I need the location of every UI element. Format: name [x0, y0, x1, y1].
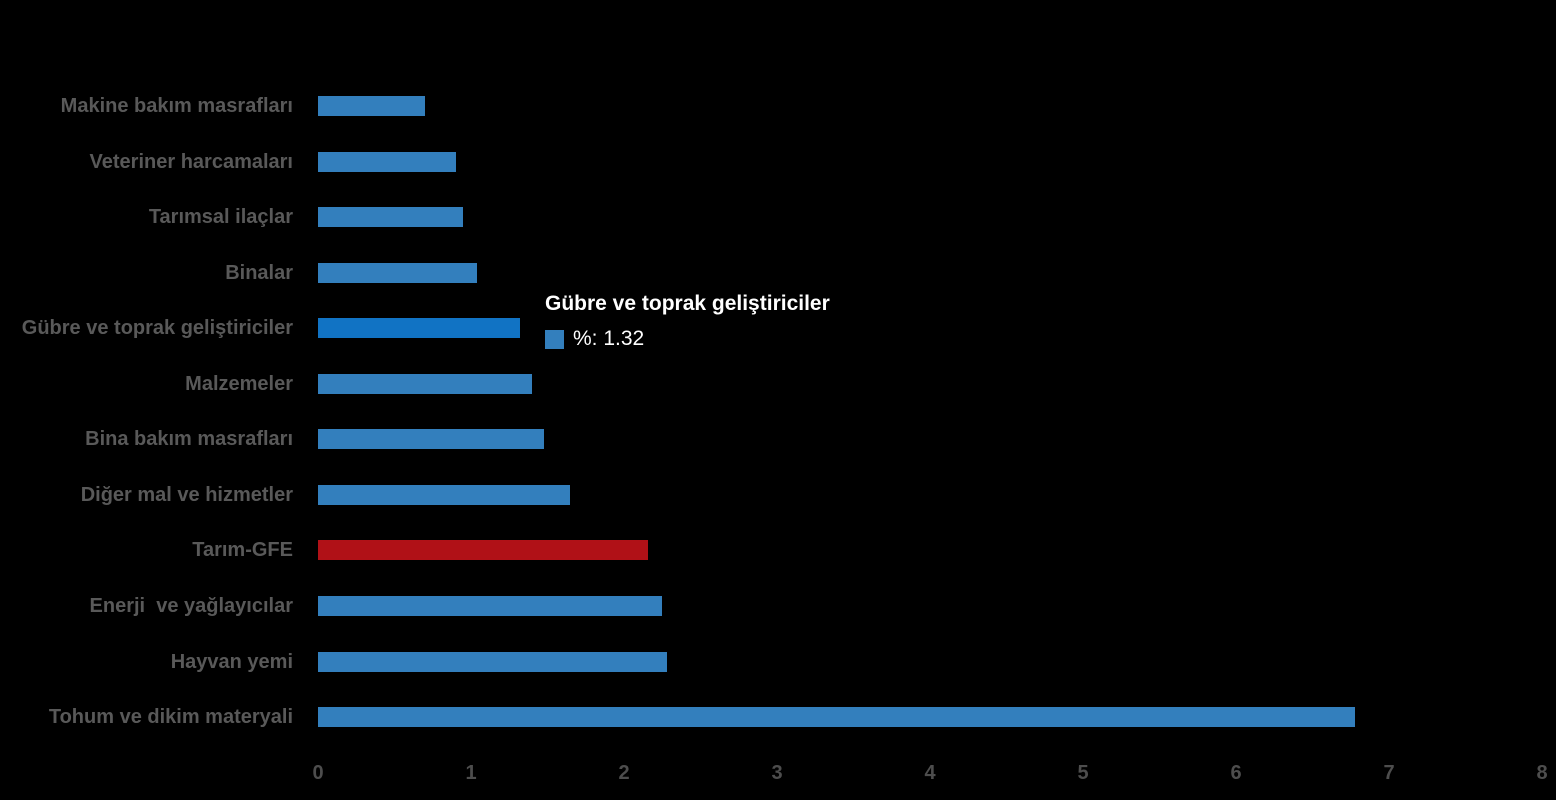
category-label: Tohum ve dikim materyali [48, 706, 293, 728]
category-label: Bina bakım masrafları [85, 428, 293, 450]
bar[interactable] [318, 96, 425, 116]
tooltip-series-marker-icon [545, 329, 564, 349]
x-tick-label: 8 [1536, 762, 1548, 784]
category-label: Tarım-GFE [192, 539, 293, 561]
x-tick-label: 0 [312, 762, 324, 784]
bar[interactable] [318, 707, 1355, 727]
x-tick-label: 7 [1383, 762, 1395, 784]
x-tick-label: 6 [1230, 762, 1242, 784]
tooltip-title: Gübre ve toprak geliştiriciler [545, 292, 830, 315]
category-label: Gübre ve toprak geliştiriciler [21, 317, 293, 339]
category-label: Malzemeler [185, 373, 293, 395]
category-label: Diğer mal ve hizmetler [80, 484, 293, 506]
x-tick-label: 3 [771, 762, 783, 784]
category-label: Hayvan yemi [170, 651, 293, 673]
category-label: Binalar [225, 262, 293, 284]
category-label: Veteriner harcamaları [89, 151, 293, 173]
bar[interactable] [318, 207, 463, 227]
bar[interactable] [318, 374, 532, 394]
category-label: Makine bakım masrafları [60, 95, 293, 117]
bar[interactable] [318, 540, 648, 560]
x-tick-label: 5 [1077, 762, 1089, 784]
tooltip: Gübre ve toprak geliştiriciler %: 1.32 [545, 292, 830, 351]
x-tick-label: 2 [618, 762, 630, 784]
bar[interactable] [318, 652, 667, 672]
tooltip-value: %: 1.32 [573, 327, 645, 350]
bar[interactable] [318, 596, 662, 616]
tooltip-value-row: %: 1.32 [545, 327, 830, 351]
bar[interactable] [318, 318, 520, 338]
bar[interactable] [318, 485, 570, 505]
x-tick-label: 1 [465, 762, 477, 784]
bar[interactable] [318, 263, 477, 283]
category-label: Tarımsal ilaçlar [148, 206, 293, 228]
bar[interactable] [318, 152, 456, 172]
x-tick-label: 4 [924, 762, 936, 784]
bar[interactable] [318, 429, 544, 449]
category-label: Enerji ve yağlayıcılar [89, 595, 293, 617]
